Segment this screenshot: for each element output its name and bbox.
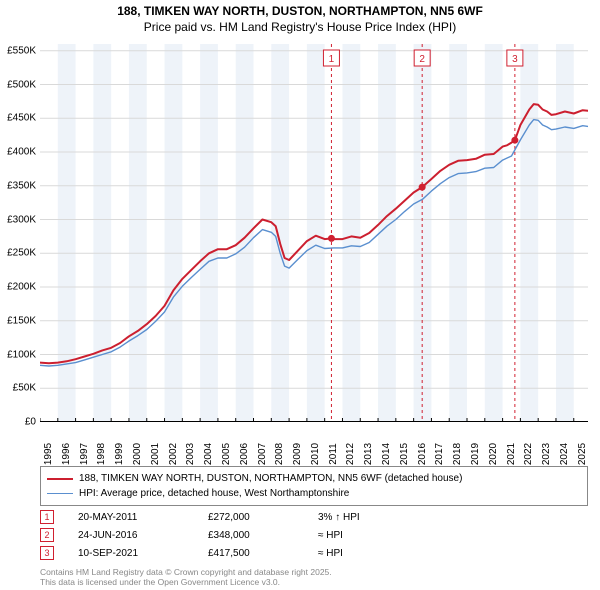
x-tick-label: 2019 xyxy=(470,443,481,465)
x-tick-label: 2005 xyxy=(221,443,232,465)
x-axis: 1995 1996 1997 1998 1999 2000 2001 2002 2003 2004… xyxy=(40,424,588,464)
x-tick-label: 2024 xyxy=(559,443,570,465)
x-tick-label: 2000 xyxy=(132,443,143,465)
plot-svg: 1 2 3 xyxy=(40,44,588,422)
sale-date: 24-JUN-2016 xyxy=(78,530,208,541)
y-tick-label: £250K xyxy=(7,248,36,259)
legend-swatch xyxy=(47,478,73,480)
y-tick-label: £0 xyxy=(25,417,36,428)
x-tick-label: 2012 xyxy=(345,443,356,465)
sale-marker: 1 xyxy=(40,510,54,524)
x-tick-label: 2014 xyxy=(381,443,392,465)
svg-text:2: 2 xyxy=(419,54,425,65)
sale-price: £417,500 xyxy=(208,548,318,559)
chart-container: 188, TIMKEN WAY NORTH, DUSTON, NORTHAMPT… xyxy=(0,0,600,590)
y-tick-label: £350K xyxy=(7,180,36,191)
x-tick-label: 2017 xyxy=(434,443,445,465)
x-tick-label: 2009 xyxy=(292,443,303,465)
x-tick-label: 2021 xyxy=(506,443,517,465)
sale-date: 10-SEP-2021 xyxy=(78,548,208,559)
title-line2: Price paid vs. HM Land Registry's House … xyxy=(0,20,600,36)
x-tick-label: 2008 xyxy=(274,443,285,465)
x-tick-label: 2011 xyxy=(328,443,339,465)
legend: 188, TIMKEN WAY NORTH, DUSTON, NORTHAMPT… xyxy=(40,466,588,506)
sale-price: £272,000 xyxy=(208,512,318,523)
svg-text:1: 1 xyxy=(329,54,335,65)
y-tick-label: £300K xyxy=(7,214,36,225)
y-tick-label: £400K xyxy=(7,147,36,158)
sales-table: 1 20-MAY-2011£272,0003% ↑ HPI 2 24-JUN-2016… xyxy=(40,508,588,562)
y-tick-label: £500K xyxy=(7,79,36,90)
x-tick-label: 1996 xyxy=(61,443,72,465)
sale-marker: 2 xyxy=(40,528,54,542)
sale-hpi: ≈ HPI xyxy=(318,548,438,559)
legend-row: HPI: Average price, detached house, West… xyxy=(47,486,581,501)
footer-line1: Contains HM Land Registry data © Crown c… xyxy=(40,567,332,578)
x-tick-label: 2013 xyxy=(363,443,374,465)
x-tick-label: 2006 xyxy=(239,443,250,465)
sale-hpi: 3% ↑ HPI xyxy=(318,512,438,523)
x-tick-label: 2022 xyxy=(523,443,534,465)
x-tick-label: 2015 xyxy=(399,443,410,465)
sale-hpi: ≈ HPI xyxy=(318,530,438,541)
legend-label: 188, TIMKEN WAY NORTH, DUSTON, NORTHAMPT… xyxy=(79,471,462,486)
x-tick-label: 2007 xyxy=(257,443,268,465)
sale-date: 20-MAY-2011 xyxy=(78,512,208,523)
x-tick-label: 1998 xyxy=(96,443,107,465)
x-tick-label: 2016 xyxy=(417,443,428,465)
footer: Contains HM Land Registry data © Crown c… xyxy=(40,567,332,588)
x-tick-label: 2020 xyxy=(488,443,499,465)
x-tick-label: 2002 xyxy=(168,443,179,465)
sale-marker: 3 xyxy=(40,546,54,560)
sale-row: 3 10-SEP-2021£417,500≈ HPI xyxy=(40,544,588,562)
sale-price: £348,000 xyxy=(208,530,318,541)
x-tick-label: 2023 xyxy=(541,443,552,465)
y-tick-label: £150K xyxy=(7,315,36,326)
sale-row: 2 24-JUN-2016£348,000≈ HPI xyxy=(40,526,588,544)
x-tick-label: 1999 xyxy=(114,443,125,465)
chart-area: 1 2 3 xyxy=(40,44,588,422)
y-tick-label: £200K xyxy=(7,282,36,293)
footer-line2: This data is licensed under the Open Gov… xyxy=(40,577,332,588)
x-tick-label: 2001 xyxy=(150,443,161,465)
svg-text:3: 3 xyxy=(512,54,518,65)
x-tick-label: 2010 xyxy=(310,443,321,465)
y-tick-label: £50K xyxy=(13,383,36,394)
y-tick-label: £550K xyxy=(7,45,36,56)
x-tick-label: 2025 xyxy=(577,443,588,465)
title-block: 188, TIMKEN WAY NORTH, DUSTON, NORTHAMPT… xyxy=(0,0,600,35)
x-tick-label: 1995 xyxy=(43,443,54,465)
x-tick-label: 2018 xyxy=(452,443,463,465)
x-tick-label: 2004 xyxy=(203,443,214,465)
legend-row: 188, TIMKEN WAY NORTH, DUSTON, NORTHAMPT… xyxy=(47,471,581,486)
x-tick-label: 1997 xyxy=(79,443,90,465)
y-axis: £0£50K£100K£150K£200K£250K£300K£350K£400… xyxy=(0,44,38,422)
sale-row: 1 20-MAY-2011£272,0003% ↑ HPI xyxy=(40,508,588,526)
title-line1: 188, TIMKEN WAY NORTH, DUSTON, NORTHAMPT… xyxy=(0,4,600,20)
y-tick-label: £450K xyxy=(7,113,36,124)
legend-swatch xyxy=(47,493,73,494)
y-tick-label: £100K xyxy=(7,349,36,360)
legend-label: HPI: Average price, detached house, West… xyxy=(79,486,349,501)
x-tick-label: 2003 xyxy=(185,443,196,465)
